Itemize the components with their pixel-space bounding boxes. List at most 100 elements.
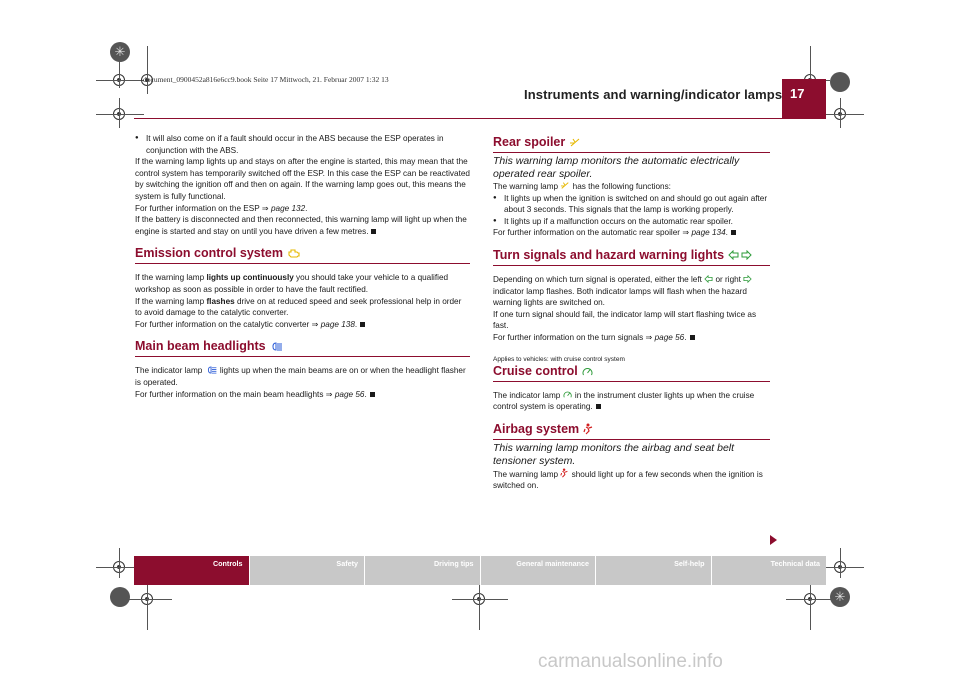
right-column: Rear spoiler This warning lamp monitors …: [493, 135, 770, 492]
list-item: ● It will also come on if a fault should…: [135, 133, 470, 156]
turn-right-arrow-icon: [741, 250, 752, 261]
crop-line: [147, 46, 148, 94]
crop-line: [119, 46, 120, 88]
watermark: carmanualsonline.info: [538, 651, 723, 672]
turn-signals-paragraph-1: Depending on which turn signal is operat…: [493, 274, 770, 309]
registration-disc: [830, 72, 850, 92]
section-emission: Emission control system If the warning l…: [135, 246, 470, 330]
esp-reference: For further information on the ESP ⇒ pag…: [135, 203, 308, 213]
section-rule: [135, 356, 470, 358]
battery-paragraph: If the battery is disconnected and then …: [135, 215, 467, 236]
section-cruise-control: Applies to vehicles: with cruise control…: [493, 356, 770, 413]
crop-line: [119, 548, 120, 578]
rear-spoiler-paragraph: The warning lamp has the following funct…: [493, 182, 671, 191]
page-link[interactable]: page 134: [691, 228, 726, 238]
crop-line: [820, 567, 864, 568]
left-column: ● It will also come on if a fault should…: [135, 133, 470, 400]
end-mark-icon: [371, 228, 377, 234]
page-number: 17: [790, 86, 805, 101]
turn-left-arrow-icon: [728, 250, 739, 261]
crop-line: [147, 584, 148, 630]
turn-right-arrow-icon: [743, 274, 752, 283]
end-mark-icon: [689, 334, 695, 340]
main-beam-icon: [207, 366, 217, 374]
running-head: Instruments and warning/indicator lamps: [524, 87, 783, 102]
cross-reference-arrow-icon: ⇒: [261, 203, 269, 213]
crop-line: [96, 114, 144, 115]
end-mark-icon: [595, 404, 601, 410]
cross-reference-arrow-icon: ⇒: [311, 319, 319, 329]
intro-paragraph: If the warning lamp lights up and stays …: [135, 157, 470, 201]
speedometer-icon: [563, 391, 572, 398]
crop-line: [820, 114, 864, 115]
emission-paragraph-2: If the warning lamp flashes drive on at …: [135, 296, 462, 318]
cross-reference-arrow-icon: ⇒: [682, 228, 690, 238]
turn-signals-reference: For further information on the turn sign…: [493, 332, 770, 344]
section-title: Airbag system: [493, 422, 770, 437]
turn-signals-paragraph-2: If one turn signal should fail, the indi…: [493, 309, 757, 331]
tab-general-maintenance[interactable]: General maintenance: [480, 556, 596, 585]
crop-line: [786, 599, 836, 600]
section-rear-spoiler: Rear spoiler This warning lamp monitors …: [493, 135, 770, 239]
section-rule: [493, 438, 770, 440]
crop-line: [452, 599, 508, 600]
crop-line: [840, 548, 841, 578]
bullet-icon: ●: [493, 194, 497, 201]
section-title: Rear spoiler: [493, 135, 770, 150]
catalytic-reference: For further information on the catalytic…: [135, 319, 470, 331]
section-subtitle: This warning lamp monitors the airbag an…: [493, 441, 735, 467]
registration-disc: [110, 587, 130, 607]
chapter-tabs: Controls Safety Driving tips General mai…: [134, 556, 826, 585]
section-main-beam: Main beam headlights The indicator lamp …: [135, 339, 470, 400]
section-title: Cruise control: [493, 364, 770, 379]
section-subtitle: This warning lamp monitors the automatic…: [493, 155, 740, 180]
bullet-icon: ●: [135, 135, 139, 141]
tab-driving-tips[interactable]: Driving tips: [365, 556, 481, 585]
intro-bullet-text: It will also come on if a fault should o…: [146, 134, 444, 155]
crop-line: [840, 98, 841, 128]
tab-controls[interactable]: Controls: [134, 556, 250, 585]
tab-safety[interactable]: Safety: [249, 556, 365, 585]
cruise-paragraph: The indicator lamp in the instrument clu…: [493, 390, 755, 412]
page-link[interactable]: page 132: [270, 203, 306, 213]
rear-spoiler-icon: [570, 138, 580, 147]
tab-technical-data[interactable]: Technical data: [711, 556, 826, 585]
applies-to-note: Applies to vehicles: with cruise control…: [493, 355, 625, 363]
header-rule: [134, 118, 784, 119]
crop-line: [479, 584, 480, 630]
section-rule: [493, 380, 770, 382]
section-airbag: Airbag system This warning lamp monitors…: [493, 422, 770, 492]
section-title: Emission control system: [135, 246, 470, 261]
section-turn-signals: Turn signals and hazard warning lights D…: [493, 248, 770, 344]
page-link[interactable]: page 56: [334, 389, 365, 399]
next-page-arrow-icon[interactable]: [770, 535, 777, 545]
end-mark-icon: [369, 391, 375, 397]
main-beam-reference: For further information on the main beam…: [135, 389, 470, 401]
tab-self-help[interactable]: Self-help: [596, 556, 712, 585]
crop-line: [810, 584, 811, 630]
airbag-paragraph: The warning lamp should light up for a f…: [493, 468, 763, 491]
crop-line: [810, 46, 811, 94]
cross-reference-arrow-icon: ⇒: [325, 389, 333, 399]
section-rule: [493, 264, 770, 266]
star-registration-icon: ✳: [110, 42, 130, 62]
main-beam-icon: [272, 342, 282, 351]
speedometer-icon: [582, 367, 593, 375]
page-link[interactable]: page 138: [320, 319, 355, 329]
star-registration-icon: ✳: [830, 587, 850, 607]
list-item: ● It lights up if a malfunction occurs o…: [493, 216, 733, 226]
engine-warning-icon: [288, 249, 300, 258]
page-link[interactable]: page 56: [654, 332, 685, 342]
list-item: ● It lights up when the ignition is swit…: [493, 193, 768, 215]
main-beam-paragraph-1: The indicator lamp lights up when the ma…: [135, 366, 466, 387]
rear-spoiler-icon: [561, 182, 569, 189]
turn-left-arrow-icon: [704, 274, 713, 283]
rear-spoiler-reference: For further information on the automatic…: [493, 227, 770, 239]
cross-reference-arrow-icon: ⇒: [645, 332, 653, 342]
crop-line: [96, 567, 144, 568]
section-title: Main beam headlights: [135, 339, 470, 354]
section-rule: [135, 263, 470, 265]
airbag-person-icon: [560, 468, 568, 478]
end-mark-icon: [360, 321, 366, 327]
section-rule: [493, 152, 770, 153]
